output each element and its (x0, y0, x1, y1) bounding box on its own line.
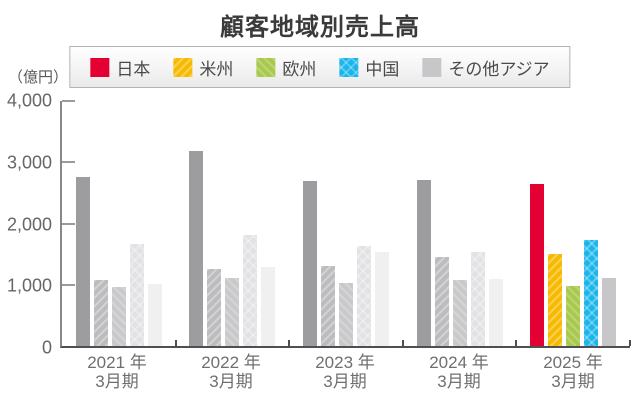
bar-group-1 (176, 101, 290, 346)
x-category-year: 2021 年 (87, 353, 147, 372)
x-category-term: 3月期 (437, 372, 481, 391)
bar-g4-s3 (584, 240, 599, 346)
legend-swatch-icon (422, 57, 442, 77)
legend-swatch-icon (339, 57, 359, 77)
chart-title: 顧客地域別売上高 (220, 14, 420, 41)
y-tick-mark (62, 161, 75, 164)
x-tick-mark (629, 340, 631, 346)
x-category-label-4: 2025 年 3月期 (516, 353, 630, 391)
bar-g0-s0 (75, 176, 90, 346)
bar-g3-s3 (470, 251, 485, 346)
bars (62, 101, 630, 346)
bar-group-2 (289, 101, 403, 346)
y-tick-label: 1,000 (6, 275, 52, 296)
bar-g0-s2 (111, 287, 126, 346)
x-category-year: 2023 年 (315, 353, 375, 372)
bar-g1-s1 (207, 269, 222, 346)
plot-area (60, 100, 631, 348)
bar-g2-s0 (302, 181, 317, 346)
y-tick-label: 2,000 (6, 214, 52, 234)
legend-label: 日本 (116, 59, 151, 79)
bar-g1-s4 (261, 267, 276, 346)
bar-g4-s2 (566, 285, 581, 346)
bar-g2-s2 (338, 282, 353, 346)
y-tick-label: 3,000 (6, 152, 52, 173)
bar-group-3 (403, 101, 517, 346)
legend-item-2: 欧州 (256, 55, 316, 80)
x-category-label-1: 2022 年 3月期 (174, 353, 288, 391)
bar-g3-s1 (434, 257, 449, 346)
x-tick-mark (401, 340, 404, 346)
bar-g0-s1 (93, 279, 108, 346)
x-category-label-2: 2023 年 3月期 (288, 353, 402, 391)
legend-swatch-icon (256, 57, 276, 77)
legend-label: その他アジア (448, 59, 550, 79)
bar-g1-s0 (189, 151, 204, 346)
x-category-term: 3月期 (551, 372, 595, 391)
x-tick-mark (515, 340, 518, 346)
x-category-year: 2025 年 (543, 353, 603, 372)
bar-g3-s2 (452, 279, 467, 346)
bar-g1-s3 (243, 235, 258, 346)
legend-item-0: 日本 (90, 55, 150, 80)
legend: 日本 米州 欧州 中国 その他アジア (69, 46, 571, 88)
x-category-label-3: 2024 年 3月期 (402, 353, 516, 391)
legend-item-4: その他アジア (422, 55, 550, 80)
x-tick-mark (288, 340, 291, 346)
bar-group-0 (62, 101, 176, 346)
bar-g3-s0 (416, 180, 431, 346)
y-tick-mark (62, 283, 75, 286)
y-tick-label: 4,000 (6, 90, 52, 111)
x-category-year: 2022 年 (201, 353, 261, 372)
legend-item-3: 中国 (339, 55, 399, 80)
bar-g4-s4 (602, 278, 617, 346)
x-category-year: 2024 年 (429, 353, 489, 372)
bar-g1-s2 (225, 278, 240, 346)
x-category-term: 3月期 (95, 372, 139, 391)
bar-g2-s4 (374, 252, 389, 346)
legend-label: 欧州 (282, 59, 317, 79)
bar-g4-s0 (530, 184, 545, 346)
legend-label: 中国 (365, 59, 400, 79)
y-axis-unit-label: （億円） (8, 69, 69, 86)
bar-g2-s1 (320, 265, 335, 346)
legend-item-1: 米州 (173, 55, 233, 80)
y-tick-label: 0 (41, 337, 52, 358)
bar-g0-s4 (147, 283, 162, 346)
legend-swatch-icon (90, 57, 110, 77)
bar-group-4 (516, 101, 630, 346)
x-category-term: 3月期 (209, 372, 253, 391)
legend-swatch-icon (173, 57, 193, 77)
y-tick-mark (62, 222, 75, 225)
x-axis-category-labels: 2021 年 3月期 2022 年 3月期 2023 年 3月期 2024 年 3月期 2025… (60, 353, 630, 391)
bar-g2-s3 (356, 246, 371, 346)
bar-g4-s1 (548, 254, 563, 346)
legend-label: 米州 (199, 59, 234, 79)
x-category-label-0: 2021 年 3月期 (60, 353, 174, 391)
bar-g0-s3 (129, 244, 144, 346)
x-category-term: 3月期 (323, 372, 367, 391)
bar-g3-s4 (488, 278, 503, 346)
y-tick-mark (62, 100, 75, 102)
x-tick-mark (174, 340, 177, 346)
y-axis-tick-labels: 4,000 3,000 2,000 1,000 0 (0, 91, 52, 358)
